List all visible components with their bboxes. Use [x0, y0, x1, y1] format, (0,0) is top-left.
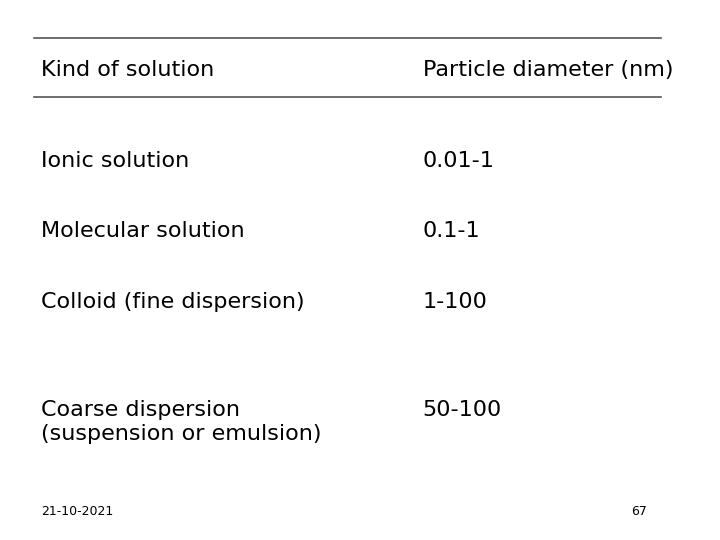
Text: 67: 67 — [631, 505, 647, 518]
Text: 21-10-2021: 21-10-2021 — [41, 505, 113, 518]
Text: 50-100: 50-100 — [423, 401, 502, 421]
Text: 0.01-1: 0.01-1 — [423, 151, 495, 171]
Text: Colloid (fine dispersion): Colloid (fine dispersion) — [41, 292, 305, 312]
Text: Ionic solution: Ionic solution — [41, 151, 189, 171]
Text: Coarse dispersion
(suspension or emulsion): Coarse dispersion (suspension or emulsio… — [41, 401, 321, 444]
Text: 1-100: 1-100 — [423, 292, 487, 312]
Text: Molecular solution: Molecular solution — [41, 221, 245, 241]
Text: 0.1-1: 0.1-1 — [423, 221, 480, 241]
Text: Kind of solution: Kind of solution — [41, 60, 214, 80]
Text: Particle diameter (nm): Particle diameter (nm) — [423, 60, 673, 80]
